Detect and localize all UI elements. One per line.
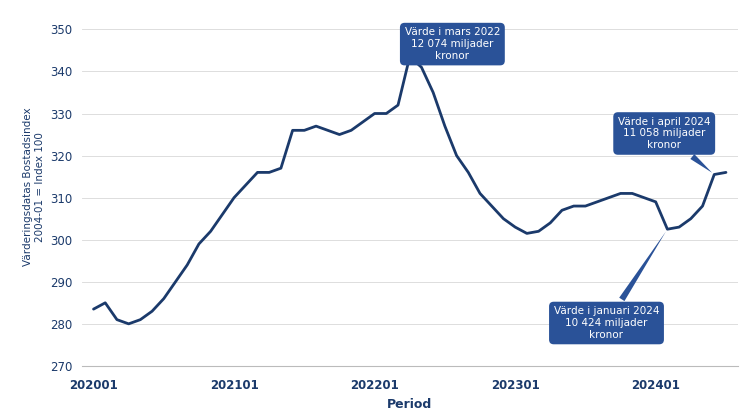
Y-axis label: Värderingsdatas Bostadsindex
2004-01 = Index 100: Värderingsdatas Bostadsindex 2004-01 = I… <box>23 108 45 266</box>
X-axis label: Period: Period <box>387 398 433 411</box>
Text: Värde i april 2024
11 058 miljader
kronor: Värde i april 2024 11 058 miljader krono… <box>618 117 712 173</box>
Text: Värde i mars 2022
12 074 miljader
kronor: Värde i mars 2022 12 074 miljader kronor <box>404 28 500 61</box>
Text: Värde i januari 2024
10 424 miljader
kronor: Värde i januari 2024 10 424 miljader kro… <box>554 232 666 340</box>
